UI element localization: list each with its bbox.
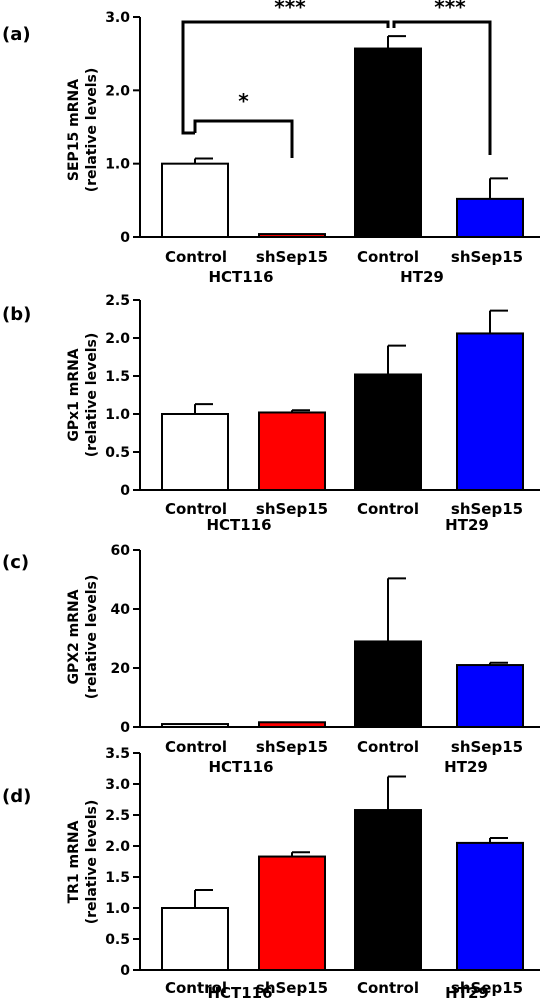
x-tick-label: Control xyxy=(165,500,227,518)
group-label: HCT116 xyxy=(206,516,271,534)
significance-bracket xyxy=(193,119,294,158)
y-tick-label: 0 xyxy=(120,720,130,736)
y-tick-label: 0 xyxy=(120,230,130,246)
y-tick-label: 1.5 xyxy=(105,870,130,886)
chart-panel-0: (a) SEP15 mRNA (relative levels) 0 1.0 2.0 3.0… xyxy=(2,0,540,286)
significance-label: * xyxy=(238,89,249,113)
bar xyxy=(354,640,422,729)
group-label: HCT116 xyxy=(207,984,272,1000)
y-tick-label: 60 xyxy=(111,543,131,559)
y-tick-label: 2.0 xyxy=(105,839,130,855)
x-tick-label: shSep15 xyxy=(256,979,328,997)
x-tick-label: shSep15 xyxy=(256,738,328,756)
panel-label: (c) xyxy=(2,552,29,573)
x-tick-label: shSep15 xyxy=(256,500,328,518)
chart-panel-3: (d) TR1 mRNA (relative levels) 0 0.5 1.0 1.5 2.… xyxy=(2,746,540,1000)
y-axis-label: SEP15 mRNA xyxy=(66,79,82,181)
y-tick-label: 0 xyxy=(120,483,130,499)
chart-panel-1: (b) GPx1 mRNA (relative levels) 0 0.5 1.0 1.5 2… xyxy=(2,293,540,534)
y-tick-label: 0.5 xyxy=(105,445,130,461)
x-tick-label: shSep15 xyxy=(256,248,328,266)
bar xyxy=(354,47,422,238)
x-tick-label: Control xyxy=(357,979,419,997)
y-axis-label: (relative levels) xyxy=(84,68,100,192)
bar xyxy=(258,855,326,971)
y-tick-label: 0.5 xyxy=(105,932,130,948)
group-label: HT29 xyxy=(444,758,488,776)
group-label: HCT116 xyxy=(208,268,273,286)
y-tick-label: 2.0 xyxy=(105,83,130,99)
y-tick-label: 2.5 xyxy=(105,293,130,309)
bar xyxy=(161,162,229,239)
bar xyxy=(354,809,422,971)
x-tick-label: shSep15 xyxy=(451,248,523,266)
y-axis-label: GPx1 mRNA xyxy=(66,348,82,441)
x-tick-label: Control xyxy=(357,500,419,518)
x-tick-label: Control xyxy=(165,979,227,997)
bar xyxy=(456,332,524,491)
significance-bracket xyxy=(181,20,390,135)
panel-label: (a) xyxy=(2,24,31,45)
y-tick-label: 40 xyxy=(111,602,131,618)
x-tick-label: shSep15 xyxy=(451,738,523,756)
bar xyxy=(161,413,229,491)
y-tick-label: 20 xyxy=(111,661,131,677)
x-tick-label: shSep15 xyxy=(451,979,523,997)
bar xyxy=(456,197,524,239)
significance-label: *** xyxy=(274,0,306,19)
y-tick-label: 2.5 xyxy=(105,808,130,824)
y-tick-label: 1.0 xyxy=(105,407,130,423)
x-tick-label: Control xyxy=(165,738,227,756)
x-tick-label: shSep15 xyxy=(451,500,523,518)
y-tick-label: 2.0 xyxy=(105,331,130,347)
significance-bracket xyxy=(392,20,492,155)
x-tick-label: Control xyxy=(357,738,419,756)
significance-label: *** xyxy=(434,0,466,19)
group-label: HT29 xyxy=(445,516,489,534)
panel-label: (d) xyxy=(2,786,31,807)
y-tick-label: 3.5 xyxy=(105,746,130,762)
y-tick-label: 1.0 xyxy=(105,901,130,917)
y-tick-label: 3.0 xyxy=(105,10,130,26)
bar xyxy=(456,841,524,972)
group-label: HT29 xyxy=(445,984,489,1000)
y-axis-label: (relative levels) xyxy=(84,800,100,924)
panel-label: (b) xyxy=(2,304,31,325)
y-tick-label: 1.5 xyxy=(105,369,130,385)
y-axis-label: GPX2 mRNA xyxy=(66,589,82,684)
y-tick-label: 3.0 xyxy=(105,777,130,793)
bar xyxy=(161,907,229,971)
y-axis-label: (relative levels) xyxy=(84,333,100,457)
y-tick-label: 1.0 xyxy=(105,157,130,173)
x-tick-label: Control xyxy=(357,248,419,266)
chart-panel-2: (c) GPX2 mRNA (relative levels) 0 20 40 60 Cont… xyxy=(2,543,540,776)
bar xyxy=(354,373,422,492)
y-axis-label: (relative levels) xyxy=(84,575,100,699)
x-tick-label: Control xyxy=(165,248,227,266)
y-axis-label: TR1 mRNA xyxy=(66,820,82,903)
bar xyxy=(456,664,524,728)
y-tick-label: 0 xyxy=(120,963,130,979)
bar xyxy=(258,411,326,492)
group-label: HT29 xyxy=(400,268,444,286)
group-label: HCT116 xyxy=(208,758,273,776)
